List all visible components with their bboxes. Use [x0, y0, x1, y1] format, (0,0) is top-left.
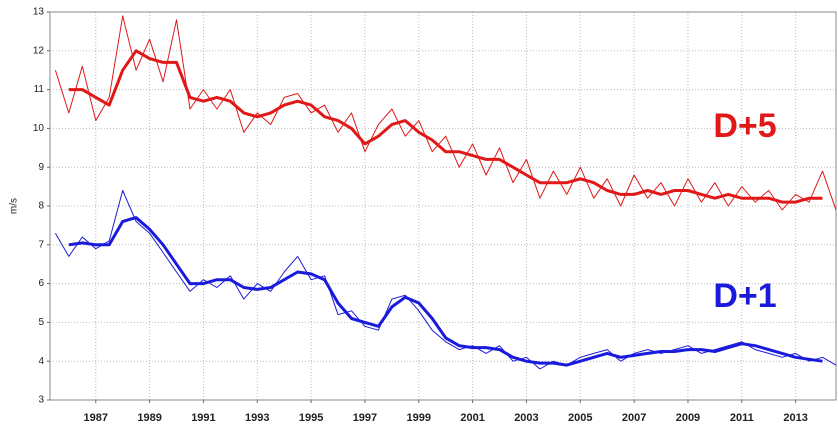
x-tick-label: 2003	[514, 412, 538, 424]
y-tick-label: 3	[38, 395, 44, 406]
series-label: D+1	[713, 277, 776, 315]
x-tick-label: 1993	[245, 412, 269, 424]
x-tick-label: 1987	[84, 412, 108, 424]
y-tick-label: 12	[33, 45, 45, 56]
series-line	[68, 49, 823, 204]
y-tick-label: 9	[38, 162, 44, 173]
x-tick-label: 2001	[460, 412, 484, 424]
y-tick-label: 7	[38, 239, 44, 250]
series-line	[68, 216, 823, 367]
y-tick-label: 4	[38, 356, 44, 367]
x-tick-label: 2013	[783, 412, 807, 424]
series-label: D+5	[713, 107, 776, 145]
y-tick-label: 11	[34, 84, 45, 95]
x-tick-label: 2009	[676, 412, 700, 424]
y-axis-label: m/s	[9, 198, 20, 214]
y-tick-label: 5	[38, 317, 44, 328]
x-tick-label: 2005	[568, 412, 592, 424]
x-tick-label: 1997	[353, 412, 377, 424]
y-tick-label: 10	[33, 123, 45, 134]
series-line	[54, 190, 837, 370]
x-tick-label: 2007	[622, 412, 646, 424]
x-tick-label: 1995	[299, 412, 323, 424]
x-tick-label: 1999	[407, 412, 431, 424]
plot-frame	[49, 11, 837, 401]
x-tick-label: 2011	[730, 412, 754, 424]
y-tick-label: 8	[38, 201, 44, 212]
x-tick-label: 1991	[191, 412, 215, 424]
x-tick-label: 1989	[137, 412, 161, 424]
y-tick-label: 13	[33, 7, 45, 18]
y-tick-label: 6	[38, 278, 44, 289]
